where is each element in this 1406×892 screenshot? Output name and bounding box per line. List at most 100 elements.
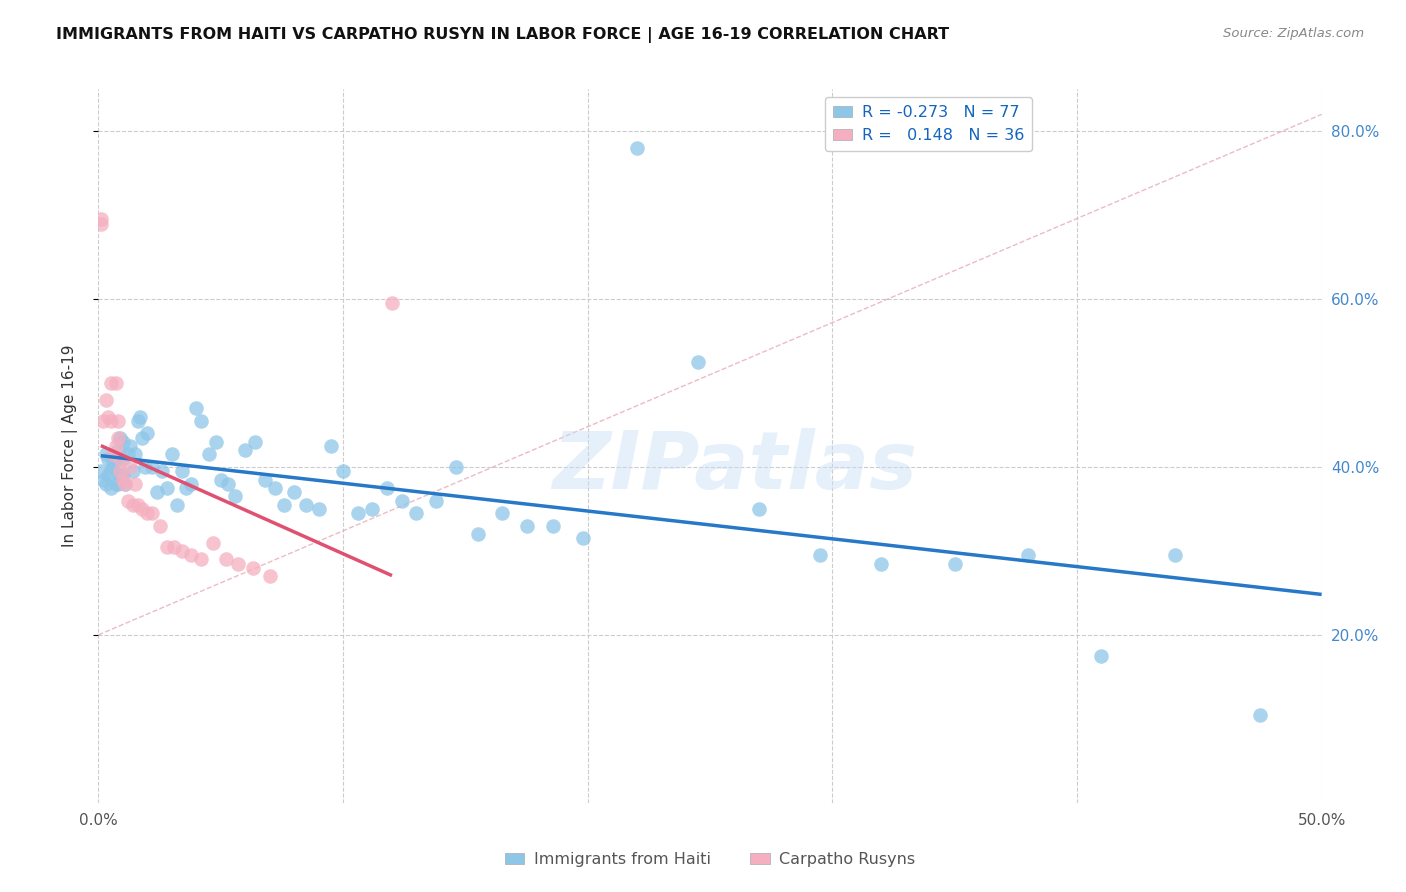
Point (180, 548, 202, 562)
Point (101, 447, 124, 461)
Y-axis label: In Labor Force | Age 16-19: In Labor Force | Age 16-19 (62, 344, 77, 548)
Point (263, 481, 285, 495)
Point (686, 355, 709, 369)
Point (226, 557, 249, 571)
Point (101, 456, 124, 470)
Point (136, 426, 159, 441)
Point (253, 473, 276, 487)
Point (748, 502, 770, 516)
Point (233, 443, 256, 458)
Point (94, 392, 117, 407)
Point (110, 468, 132, 483)
Point (107, 431, 129, 445)
Point (156, 540, 179, 554)
Point (94, 476, 117, 491)
Point (100, 376, 122, 390)
Point (808, 548, 831, 562)
Point (104, 451, 127, 466)
Point (90, 464, 112, 478)
Point (170, 464, 193, 478)
Point (111, 473, 134, 487)
Point (114, 476, 136, 491)
Point (242, 560, 264, 574)
Point (361, 502, 384, 516)
Point (870, 557, 893, 571)
Point (543, 518, 565, 533)
Point (381, 296, 404, 310)
Point (202, 535, 225, 549)
Point (243, 434, 266, 449)
Point (186, 401, 208, 416)
Point (444, 460, 467, 475)
Point (97, 468, 120, 483)
Point (127, 498, 149, 512)
Point (626, 141, 648, 155)
Point (405, 506, 427, 520)
Point (190, 414, 212, 428)
Point (117, 493, 139, 508)
Point (1090, 648, 1112, 663)
Point (224, 489, 246, 503)
Point (176, 481, 198, 495)
Point (141, 460, 163, 475)
Point (273, 498, 295, 512)
Point (259, 569, 281, 583)
Point (156, 481, 179, 495)
Point (104, 376, 127, 390)
Point (346, 506, 368, 520)
Point (209, 473, 232, 487)
Point (121, 464, 143, 478)
Point (1164, 548, 1187, 562)
Point (134, 460, 156, 475)
Point (111, 434, 134, 449)
Point (114, 476, 136, 491)
Point (107, 443, 129, 458)
Point (111, 468, 134, 483)
Point (127, 414, 149, 428)
Point (391, 493, 413, 508)
Point (124, 447, 146, 461)
Point (131, 431, 153, 445)
Point (121, 498, 143, 512)
Point (146, 485, 169, 500)
Point (217, 476, 239, 491)
Point (141, 506, 163, 520)
Point (110, 431, 132, 445)
Point (120, 460, 142, 475)
Point (308, 502, 330, 516)
Text: IMMIGRANTS FROM HAITI VS CARPATHO RUSYN IN LABOR FORCE | AGE 16-19 CORRELATION C: IMMIGRANTS FROM HAITI VS CARPATHO RUSYN … (56, 27, 949, 43)
Point (91, 414, 114, 428)
Point (467, 527, 489, 541)
Point (107, 476, 129, 491)
Point (180, 476, 202, 491)
Point (149, 518, 172, 533)
Point (160, 447, 183, 461)
Point (572, 532, 595, 546)
Text: ZIPatlas: ZIPatlas (553, 428, 917, 507)
Point (319, 439, 342, 453)
Point (97, 409, 120, 424)
Point (136, 506, 159, 520)
Point (117, 447, 139, 461)
Point (129, 409, 152, 424)
Point (375, 481, 398, 495)
Point (425, 493, 447, 508)
Legend: Immigrants from Haiti, Carpatho Rusyns: Immigrants from Haiti, Carpatho Rusyns (498, 846, 922, 873)
Point (94, 447, 117, 461)
Point (283, 485, 305, 500)
Point (1249, 707, 1271, 722)
Point (90, 217, 112, 231)
Point (515, 518, 537, 533)
Point (332, 464, 354, 478)
Point (90, 212, 112, 227)
Point (101, 460, 124, 475)
Point (170, 544, 193, 558)
Point (131, 502, 153, 516)
Point (197, 447, 219, 461)
Point (107, 414, 129, 428)
Text: Source: ZipAtlas.com: Source: ZipAtlas.com (1223, 27, 1364, 40)
Point (150, 464, 173, 478)
Point (205, 434, 228, 449)
Point (166, 498, 188, 512)
Point (163, 540, 186, 554)
